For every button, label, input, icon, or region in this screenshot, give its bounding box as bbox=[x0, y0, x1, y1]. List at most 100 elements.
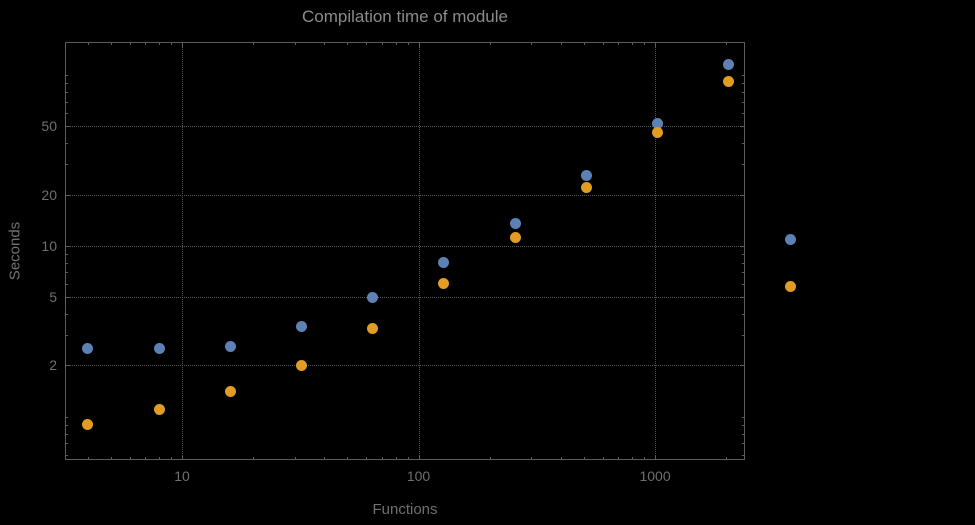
y-tick bbox=[742, 335, 745, 337]
x-tick bbox=[395, 457, 397, 460]
x-tick bbox=[366, 42, 368, 45]
y-tick-label: 20 bbox=[41, 186, 57, 203]
y-tick bbox=[742, 164, 745, 166]
y-tick bbox=[742, 82, 745, 84]
x-tick bbox=[726, 42, 728, 45]
data-point-series-2 bbox=[224, 386, 236, 398]
x-tick bbox=[182, 42, 184, 47]
chart-title: Compilation time of module bbox=[302, 7, 508, 26]
y-tick bbox=[65, 443, 68, 445]
y-tick bbox=[742, 283, 745, 285]
y-tick bbox=[65, 454, 68, 456]
data-point-series-1 bbox=[82, 343, 94, 355]
x-tick bbox=[655, 42, 657, 47]
y-tick bbox=[742, 91, 745, 93]
x-tick bbox=[418, 42, 420, 47]
data-point-series-2 bbox=[438, 278, 450, 290]
x-tick-label: 1000 bbox=[639, 468, 671, 484]
y-tick bbox=[65, 194, 70, 196]
x-tick bbox=[366, 457, 368, 460]
y-tick bbox=[740, 194, 745, 196]
y-tick bbox=[65, 433, 68, 435]
x-tick bbox=[560, 42, 562, 45]
x-tick bbox=[602, 457, 604, 460]
data-point-series-2 bbox=[580, 181, 592, 193]
y-tick bbox=[65, 126, 70, 128]
x-tick bbox=[87, 42, 89, 45]
x-tick bbox=[171, 42, 173, 45]
x-tick bbox=[171, 457, 173, 460]
x-tick bbox=[182, 455, 184, 460]
x-tick bbox=[632, 457, 634, 460]
y-gridline bbox=[65, 365, 745, 367]
x-tick bbox=[294, 457, 296, 460]
data-point-series-1 bbox=[580, 169, 592, 181]
x-tick bbox=[644, 42, 646, 45]
x-tick bbox=[324, 42, 326, 45]
y-tick bbox=[65, 101, 68, 103]
x-tick bbox=[294, 42, 296, 45]
data-point-series-1 bbox=[723, 59, 735, 71]
y-tick-label: 50 bbox=[41, 118, 57, 135]
y-tick bbox=[65, 283, 68, 285]
y-tick bbox=[740, 245, 745, 247]
x-tick bbox=[726, 457, 728, 460]
x-tick bbox=[253, 457, 255, 460]
x-tick bbox=[602, 42, 604, 45]
x-tick bbox=[129, 457, 131, 460]
x-tick bbox=[618, 457, 620, 460]
y-tick bbox=[742, 314, 745, 316]
y-tick bbox=[65, 314, 68, 316]
y-tick bbox=[65, 143, 68, 145]
x-tick bbox=[110, 457, 112, 460]
x-gridline bbox=[655, 42, 657, 460]
data-point-series-2 bbox=[509, 232, 521, 244]
x-tick bbox=[347, 457, 349, 460]
data-point-series-1 bbox=[652, 118, 663, 130]
x-tick bbox=[489, 457, 491, 460]
legend-marker-series-1 bbox=[785, 234, 796, 245]
y-tick bbox=[65, 245, 70, 247]
x-tick bbox=[347, 42, 349, 45]
y-tick bbox=[740, 126, 745, 128]
y-gridline bbox=[65, 297, 745, 299]
y-tick bbox=[742, 143, 745, 145]
y-tick bbox=[65, 253, 68, 255]
x-gridline bbox=[182, 42, 184, 460]
y-tick bbox=[742, 454, 745, 456]
y-tick bbox=[65, 272, 68, 274]
x-tick bbox=[395, 42, 397, 45]
data-point-series-2 bbox=[652, 127, 663, 139]
y-tick bbox=[742, 253, 745, 255]
data-point-series-1 bbox=[296, 320, 308, 332]
x-tick bbox=[145, 457, 147, 460]
x-tick-label: 100 bbox=[406, 468, 431, 484]
y-tick bbox=[742, 424, 745, 426]
y-tick-label: 10 bbox=[41, 237, 57, 254]
x-tick bbox=[632, 42, 634, 45]
x-tick bbox=[110, 42, 112, 45]
y-tick bbox=[65, 164, 68, 166]
y-tick bbox=[65, 335, 68, 337]
data-point-series-1 bbox=[367, 291, 379, 303]
y-tick bbox=[742, 272, 745, 274]
x-tick bbox=[531, 457, 533, 460]
y-tick bbox=[65, 112, 68, 114]
y-tick-label: 5 bbox=[49, 289, 57, 306]
y-tick bbox=[742, 443, 745, 445]
y-tick bbox=[740, 365, 745, 367]
data-point-series-2 bbox=[82, 419, 94, 431]
y-tick bbox=[65, 365, 70, 367]
y-tick bbox=[742, 433, 745, 435]
x-tick-label: 10 bbox=[174, 468, 190, 484]
y-tick bbox=[742, 112, 745, 114]
data-point-series-1 bbox=[224, 340, 236, 352]
y-gridline bbox=[65, 126, 745, 128]
y-tick bbox=[65, 424, 68, 426]
plot-area bbox=[65, 42, 745, 460]
x-tick bbox=[560, 457, 562, 460]
x-tick bbox=[159, 42, 161, 45]
x-tick bbox=[407, 42, 409, 45]
y-tick bbox=[65, 262, 68, 264]
